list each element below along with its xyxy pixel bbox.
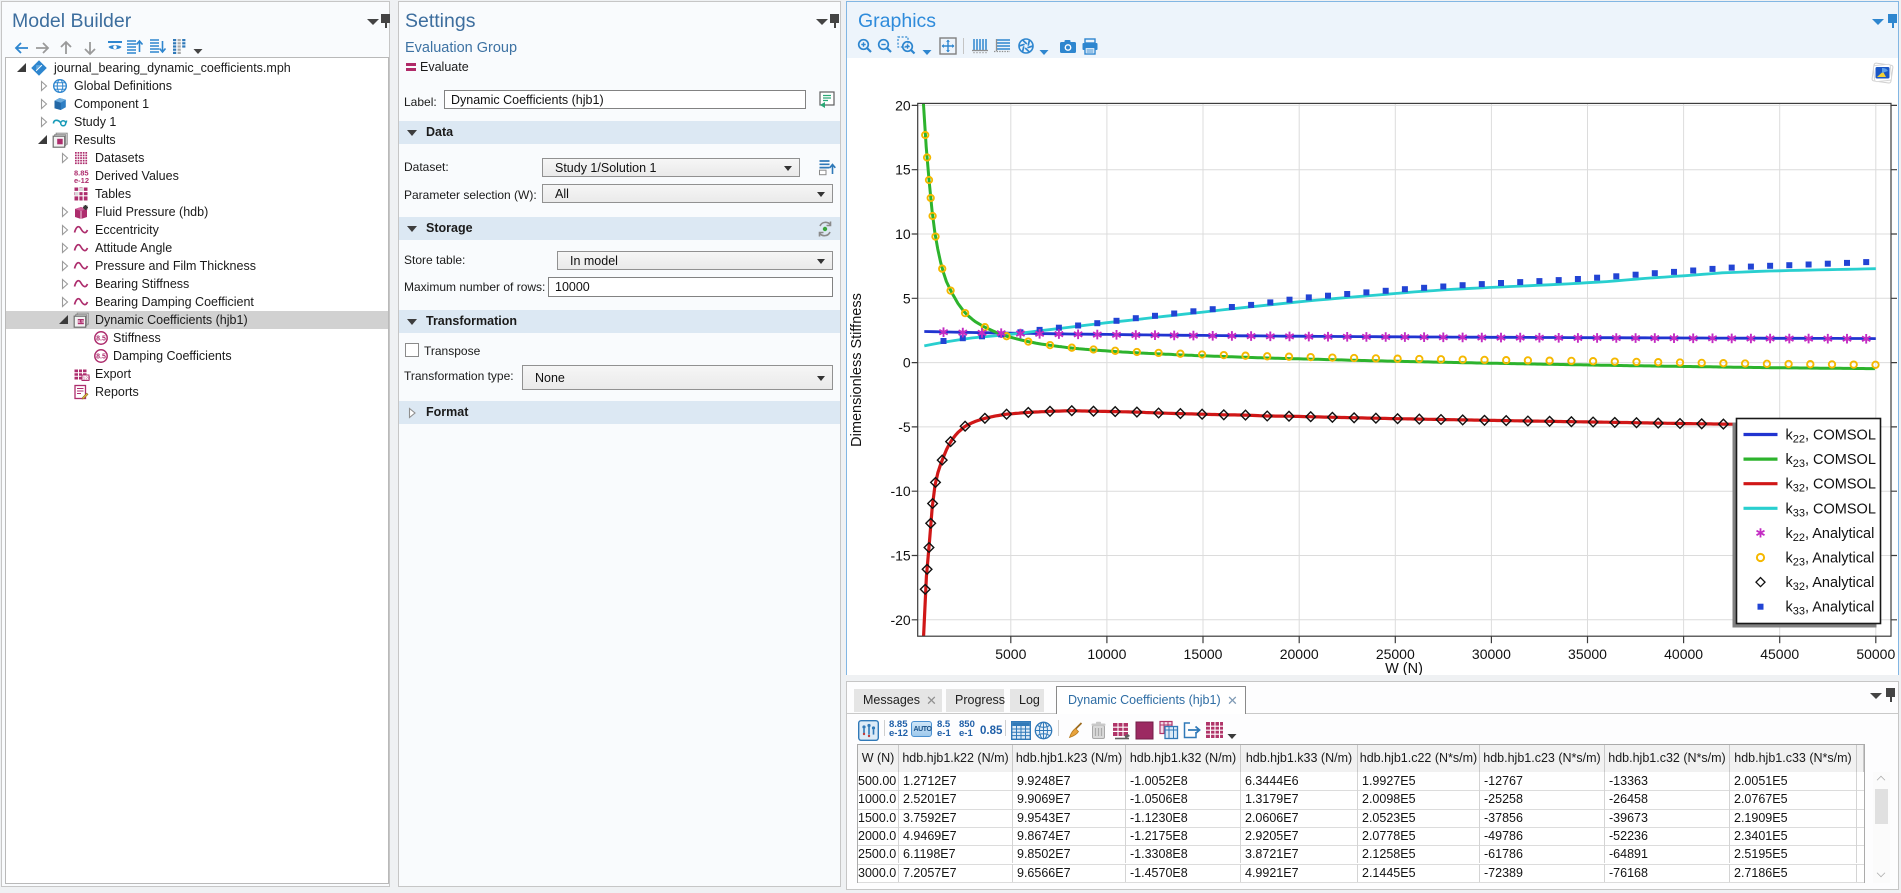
- svg-text:0: 0: [903, 355, 911, 371]
- svg-text:40000: 40000: [1664, 646, 1703, 662]
- svg-text:e-12: e-12: [74, 176, 89, 184]
- svg-text:k23, COMSOL: k23, COMSOL: [1786, 452, 1876, 470]
- svg-text:8.85: 8.85: [74, 169, 89, 178]
- svg-text:-20: -20: [890, 612, 910, 628]
- svg-text:45000: 45000: [1760, 646, 1799, 662]
- svg-text:123: 123: [83, 375, 90, 381]
- svg-text:k33, COMSOL: k33, COMSOL: [1786, 501, 1876, 519]
- svg-text:-15: -15: [890, 548, 910, 564]
- svg-text:k23, Analytical: k23, Analytical: [1786, 551, 1875, 569]
- svg-text:5000: 5000: [995, 646, 1026, 662]
- svg-text:30000: 30000: [1472, 646, 1511, 662]
- svg-text:20000: 20000: [1280, 646, 1319, 662]
- svg-text:k33, Analytical: k33, Analytical: [1786, 600, 1875, 618]
- svg-text:k32, Analytical: k32, Analytical: [1786, 575, 1875, 593]
- svg-text:20: 20: [895, 97, 911, 113]
- svg-text:15: 15: [895, 162, 911, 178]
- svg-text:8.5: 8.5: [96, 354, 106, 361]
- svg-text:8.5: 8.5: [96, 336, 106, 343]
- svg-text:-5: -5: [898, 419, 911, 435]
- svg-text:10: 10: [895, 226, 911, 242]
- svg-text:50000: 50000: [1856, 646, 1895, 662]
- svg-text:35000: 35000: [1568, 646, 1607, 662]
- svg-text:k32, COMSOL: k32, COMSOL: [1786, 477, 1876, 495]
- svg-text:W (N): W (N): [1385, 661, 1423, 675]
- svg-text:5: 5: [903, 290, 911, 306]
- svg-text:-10: -10: [890, 483, 910, 499]
- svg-text:8.5: 8.5: [78, 319, 85, 324]
- svg-text:10000: 10000: [1087, 646, 1126, 662]
- svg-text:k22, Analytical: k22, Analytical: [1786, 526, 1875, 544]
- svg-text:Dimensionless Stiffness: Dimensionless Stiffness: [849, 293, 865, 447]
- svg-text:15000: 15000: [1184, 646, 1223, 662]
- svg-text:k22, COMSOL: k22, COMSOL: [1786, 428, 1876, 446]
- svg-text:25000: 25000: [1376, 646, 1415, 662]
